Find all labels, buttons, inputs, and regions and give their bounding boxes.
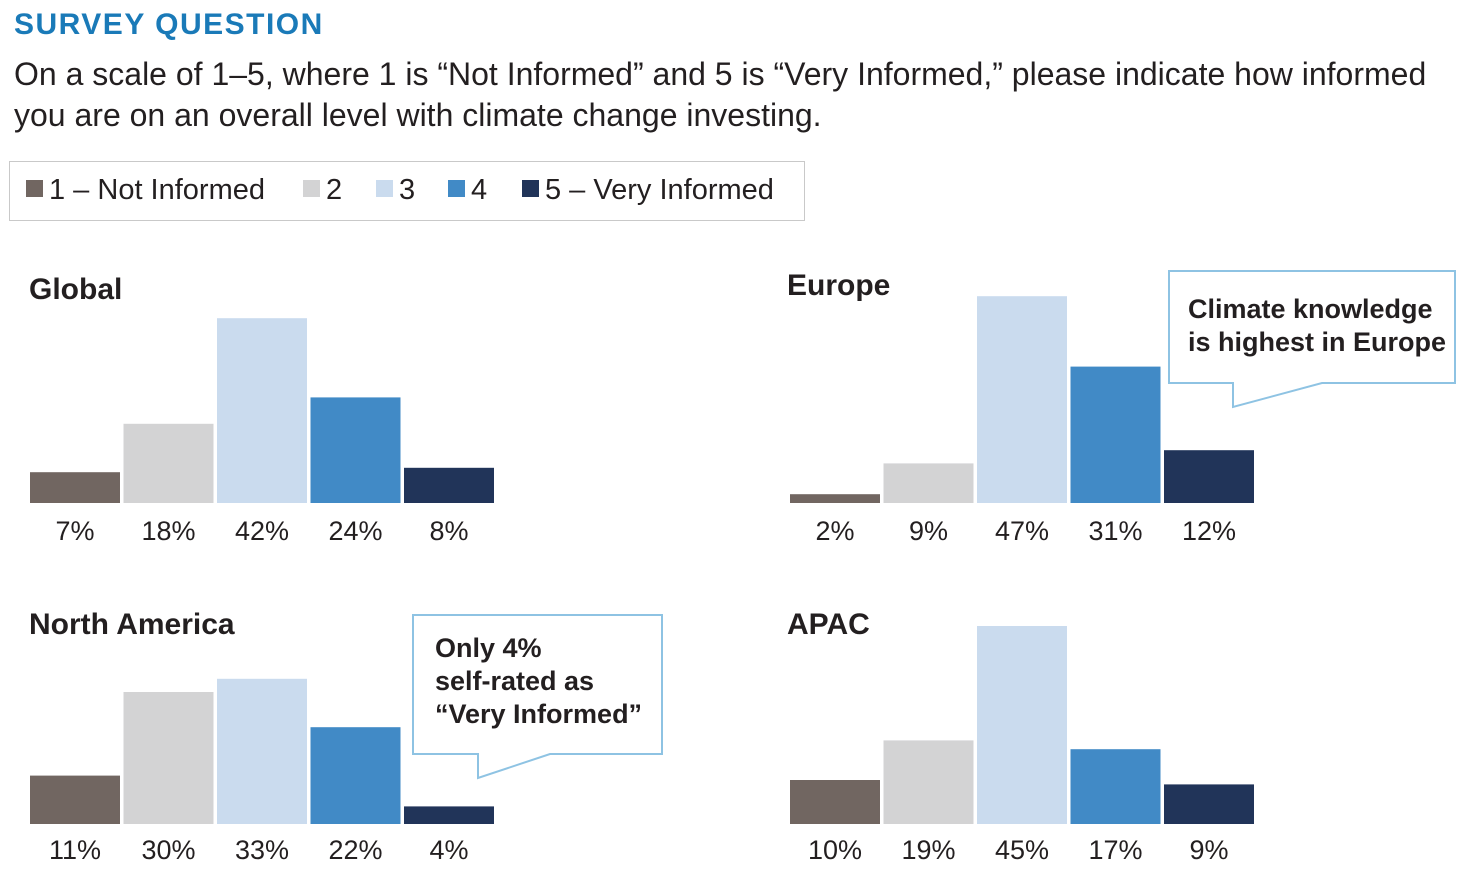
apac-value-label-5: 9%	[1189, 835, 1228, 865]
north-america-value-label-2: 30%	[141, 835, 195, 865]
global-value-label-2: 18%	[141, 516, 195, 546]
global-value-label-5: 8%	[429, 516, 468, 546]
legend-label-1: 1 – Not Informed	[49, 174, 265, 206]
north-america-bar-5	[404, 806, 494, 824]
north-america-value-label-4: 22%	[328, 835, 382, 865]
europe-callout-line2: is highest in Europe	[1188, 327, 1447, 357]
apac-value-label-4: 17%	[1088, 835, 1142, 865]
north-america-bar-2	[123, 692, 214, 824]
europe-value-label-4: 31%	[1088, 516, 1142, 546]
europe-value-label-2: 9%	[909, 516, 948, 546]
north-america-bar-1	[30, 775, 120, 824]
europe-bar-5	[1164, 450, 1254, 503]
legend-swatch-1	[26, 180, 43, 197]
legend-swatch-3	[376, 180, 393, 197]
apac-bar-2	[883, 740, 974, 824]
north-america-callout-line2: self-rated as	[435, 666, 595, 696]
panel-title-europe: Europe	[787, 269, 891, 302]
north-america-value-label-1: 11%	[49, 835, 101, 865]
legend-label-5: 5 – Very Informed	[545, 174, 774, 206]
global-value-label-4: 24%	[328, 516, 382, 546]
legend-label-3: 3	[399, 174, 416, 206]
north-america-callout-text: Only 4% self-rated as “Very Informed”	[435, 632, 642, 731]
north-america-callout-line1: Only 4%	[435, 633, 542, 663]
legend-item-5: 5 – Very Informed	[522, 172, 774, 208]
apac-bar-1	[790, 780, 880, 824]
panel-title-north-america: North America	[29, 608, 235, 641]
global-bar-2	[123, 423, 214, 503]
europe-callout-box	[1168, 270, 1456, 409]
legend-swatch-2	[303, 180, 320, 197]
apac-bar-3	[977, 626, 1067, 824]
europe-value-label-1: 2%	[815, 516, 854, 546]
apac-value-label-1: 10%	[808, 835, 862, 865]
europe-bar-1	[790, 494, 880, 503]
legend: 1 – Not Informed 2 3 4 5 – Very Informed	[9, 161, 805, 221]
legend-item-3: 3	[376, 172, 415, 208]
north-america-callout-line3: “Very Informed”	[435, 699, 643, 729]
panel-title-global: Global	[29, 273, 123, 306]
north-america-bar-4	[310, 727, 401, 824]
legend-swatch-5	[522, 180, 539, 197]
europe-callout-text: Climate knowledge is highest in Europe	[1188, 293, 1446, 359]
north-america-value-label-5: 4%	[429, 835, 468, 865]
apac-value-label-2: 19%	[901, 835, 955, 865]
europe-callout-line1: Climate knowledge	[1188, 294, 1433, 324]
europe-bar-3	[977, 296, 1067, 503]
legend-item-2: 2	[303, 172, 342, 208]
global-bar-3	[217, 318, 307, 503]
legend-label-4: 4	[471, 174, 488, 206]
north-america-value-label-3: 33%	[235, 835, 289, 865]
north-america-callout-box	[412, 614, 663, 780]
panel-title-apac: APAC	[787, 608, 870, 641]
europe-value-label-3: 47%	[995, 516, 1049, 546]
global-bar-1	[30, 472, 120, 503]
legend-label-2: 2	[326, 174, 343, 206]
europe-bar-4	[1070, 366, 1161, 503]
legend-swatch-4	[448, 180, 465, 197]
north-america-bar-3	[217, 678, 307, 824]
apac-bar-4	[1070, 749, 1161, 824]
survey-question: On a scale of 1–5, where 1 is “Not Infor…	[14, 56, 1427, 133]
apac-value-label-3: 45%	[995, 835, 1049, 865]
europe-bar-2	[883, 463, 974, 503]
global-value-label-3: 42%	[235, 516, 289, 546]
survey-kicker: SURVEY QUESTION	[14, 8, 324, 41]
legend-item-1: 1 – Not Informed	[26, 172, 265, 208]
apac-bar-5	[1164, 784, 1254, 824]
global-value-label-1: 7%	[55, 516, 94, 546]
legend-item-4: 4	[448, 172, 487, 208]
global-bar-4	[310, 397, 401, 503]
global-bar-5	[404, 467, 494, 503]
europe-value-label-5: 12%	[1182, 516, 1236, 546]
